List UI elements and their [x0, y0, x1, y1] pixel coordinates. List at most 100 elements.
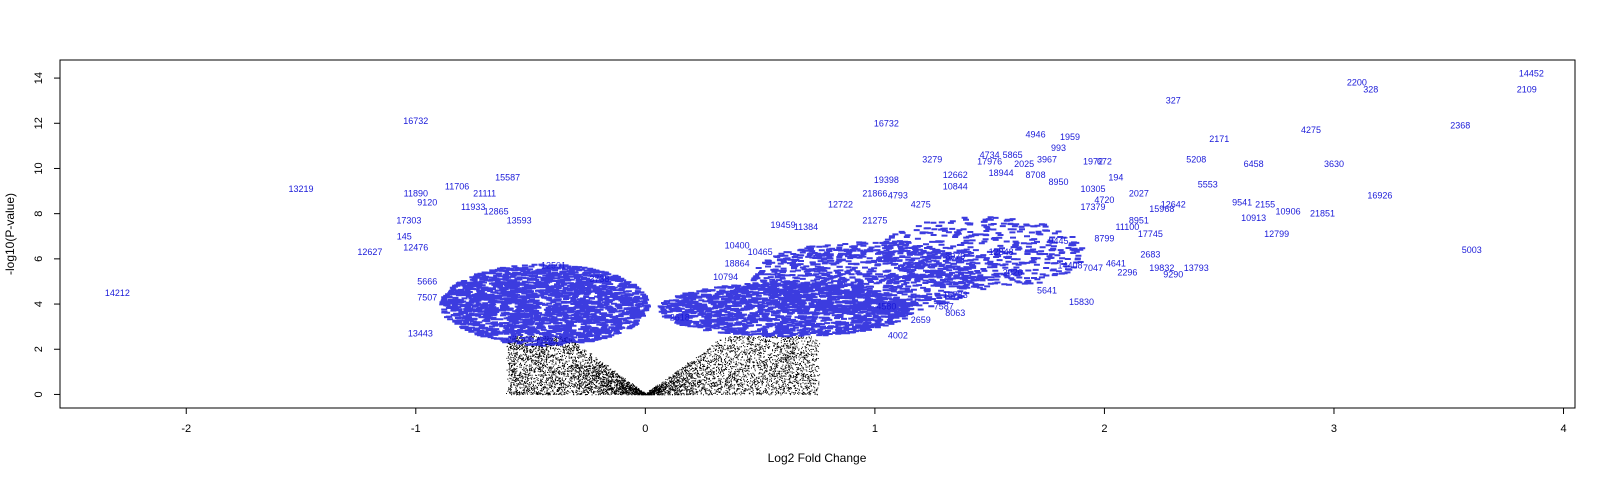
gene-label: 8063: [945, 308, 965, 318]
gene-label: 4793: [888, 191, 908, 201]
gene-label: 12501: [541, 261, 566, 271]
x-axis-title: Log2 Fold Change: [768, 451, 867, 465]
gene-label: 10844: [943, 182, 968, 192]
gene-label: 2659: [911, 315, 931, 325]
gene-label: 3738: [589, 274, 609, 284]
gene-label: 19832: [1149, 263, 1174, 273]
x-tick-label: -2: [181, 423, 191, 435]
gene-label: 12476: [403, 243, 428, 253]
gene-label: 328: [1363, 84, 1378, 94]
y-axis: 0 2 4 6 8 10 12 14: [33, 72, 60, 398]
gene-label: 3279: [922, 154, 942, 164]
gene-label: 8950: [1049, 177, 1069, 187]
gene-label: 17379: [1080, 202, 1105, 212]
gene-label: 17303: [396, 215, 421, 225]
gene-label: 21851: [1310, 209, 1335, 219]
gene-label: 4275: [911, 200, 931, 210]
gene-label: 1959: [1060, 132, 1080, 142]
x-tick-label: 4: [1560, 423, 1566, 435]
gene-label: 12642: [1161, 200, 1186, 210]
gene-label: 16732: [874, 118, 899, 128]
gene-label: 5666: [417, 276, 437, 286]
gene-label: 5208: [1186, 154, 1206, 164]
gene-label: 993: [1051, 143, 1066, 153]
y-tick-label: 10: [33, 162, 45, 174]
gene-label: 12865: [484, 206, 509, 216]
gene-label: 21866: [862, 188, 887, 198]
gene-label: 8799: [1094, 234, 1114, 244]
gene-label: 10305: [1080, 184, 1105, 194]
x-tick-label: -1: [411, 423, 421, 435]
gene-label: 4002: [888, 331, 908, 341]
gene-label: 7587: [934, 301, 954, 311]
x-axis: -2 -1 0 1 2 3 4: [181, 408, 1567, 435]
gene-label: 18944: [989, 168, 1014, 178]
x-tick-label: 1: [872, 423, 878, 435]
gene-label: 12627: [357, 247, 382, 257]
gene-label: 10906: [1276, 206, 1301, 216]
gene-label: 16732: [403, 116, 428, 126]
gene-label: 2296: [1117, 267, 1137, 277]
gene-label: 19398: [874, 175, 899, 185]
gene-label: 7047: [1083, 263, 1103, 273]
gene-label: 6458: [1244, 159, 1264, 169]
gene-label: 13443: [408, 328, 433, 338]
gene-label: 145: [397, 231, 412, 241]
gene-label: 16926: [1367, 191, 1392, 201]
gene-label: 15733: [943, 290, 968, 300]
gene-label: 4946: [1026, 130, 1046, 140]
x-tick-label: 2: [1101, 423, 1107, 435]
plot-frame: [59, 59, 1576, 409]
gene-label: 9445: [1049, 236, 1069, 246]
gene-label: 12799: [1264, 229, 1289, 239]
gene-label: 10400: [725, 240, 750, 250]
y-tick-label: 4: [33, 301, 45, 307]
gene-label: 11890: [404, 188, 428, 198]
y-tick-label: 6: [33, 256, 45, 262]
y-tick-label: 2: [33, 346, 45, 352]
gene-label: 9290: [1163, 270, 1183, 280]
gene-label: 2027: [1129, 188, 1149, 198]
gene-label: 2618: [670, 313, 690, 323]
gene-label: 3967: [1037, 154, 1057, 164]
gene-label: 8951: [1129, 215, 1149, 225]
gene-label: 4641: [1106, 258, 1126, 268]
gene-label: 4734: [980, 150, 1000, 160]
gene-label: 5003: [1462, 245, 1482, 255]
gene-label: 17976: [977, 157, 1002, 167]
gene-label: 7507: [417, 292, 437, 302]
significant-points-cloud-marks: [439, 216, 1086, 347]
gene-label: 14212: [105, 288, 130, 298]
gene-label: 14452: [1519, 69, 1544, 79]
gene-label: 10465: [748, 247, 773, 257]
gene-label: 8979: [945, 252, 965, 262]
gene-label: 11384: [794, 222, 818, 232]
gene-label: 17745: [1138, 229, 1163, 239]
gene-label: 18864: [725, 258, 750, 268]
gene-label: 8708: [1026, 170, 1046, 180]
gene-label: 13219: [289, 184, 314, 194]
gene-label: 1972: [1083, 157, 1103, 167]
y-tick-label: 8: [33, 211, 45, 217]
gene-label: 12848: [989, 247, 1014, 257]
gene-label: 11100: [1116, 222, 1140, 232]
gene-label: 10913: [1241, 213, 1266, 223]
x-tick-label: 3: [1331, 423, 1337, 435]
gene-label: 9541: [1232, 197, 1252, 207]
gene-label: 2109: [1517, 84, 1537, 94]
y-tick-label: 0: [33, 391, 45, 397]
background-point-cloud: [506, 335, 821, 396]
gene-label: 4720: [1094, 195, 1114, 205]
gene-label: 2200: [1347, 78, 1367, 88]
gene-label: 15968: [1149, 204, 1174, 214]
gene-label: 2025: [1014, 159, 1034, 169]
gene-label: 2026: [1003, 267, 1023, 277]
gene-label: 19459: [771, 220, 796, 230]
gene-label: 4580: [876, 301, 896, 311]
y-tick-label: 12: [33, 117, 45, 129]
gene-label: 21111: [473, 188, 496, 198]
gene-label: 10794: [713, 272, 738, 282]
gene-label: 327: [1166, 96, 1181, 106]
